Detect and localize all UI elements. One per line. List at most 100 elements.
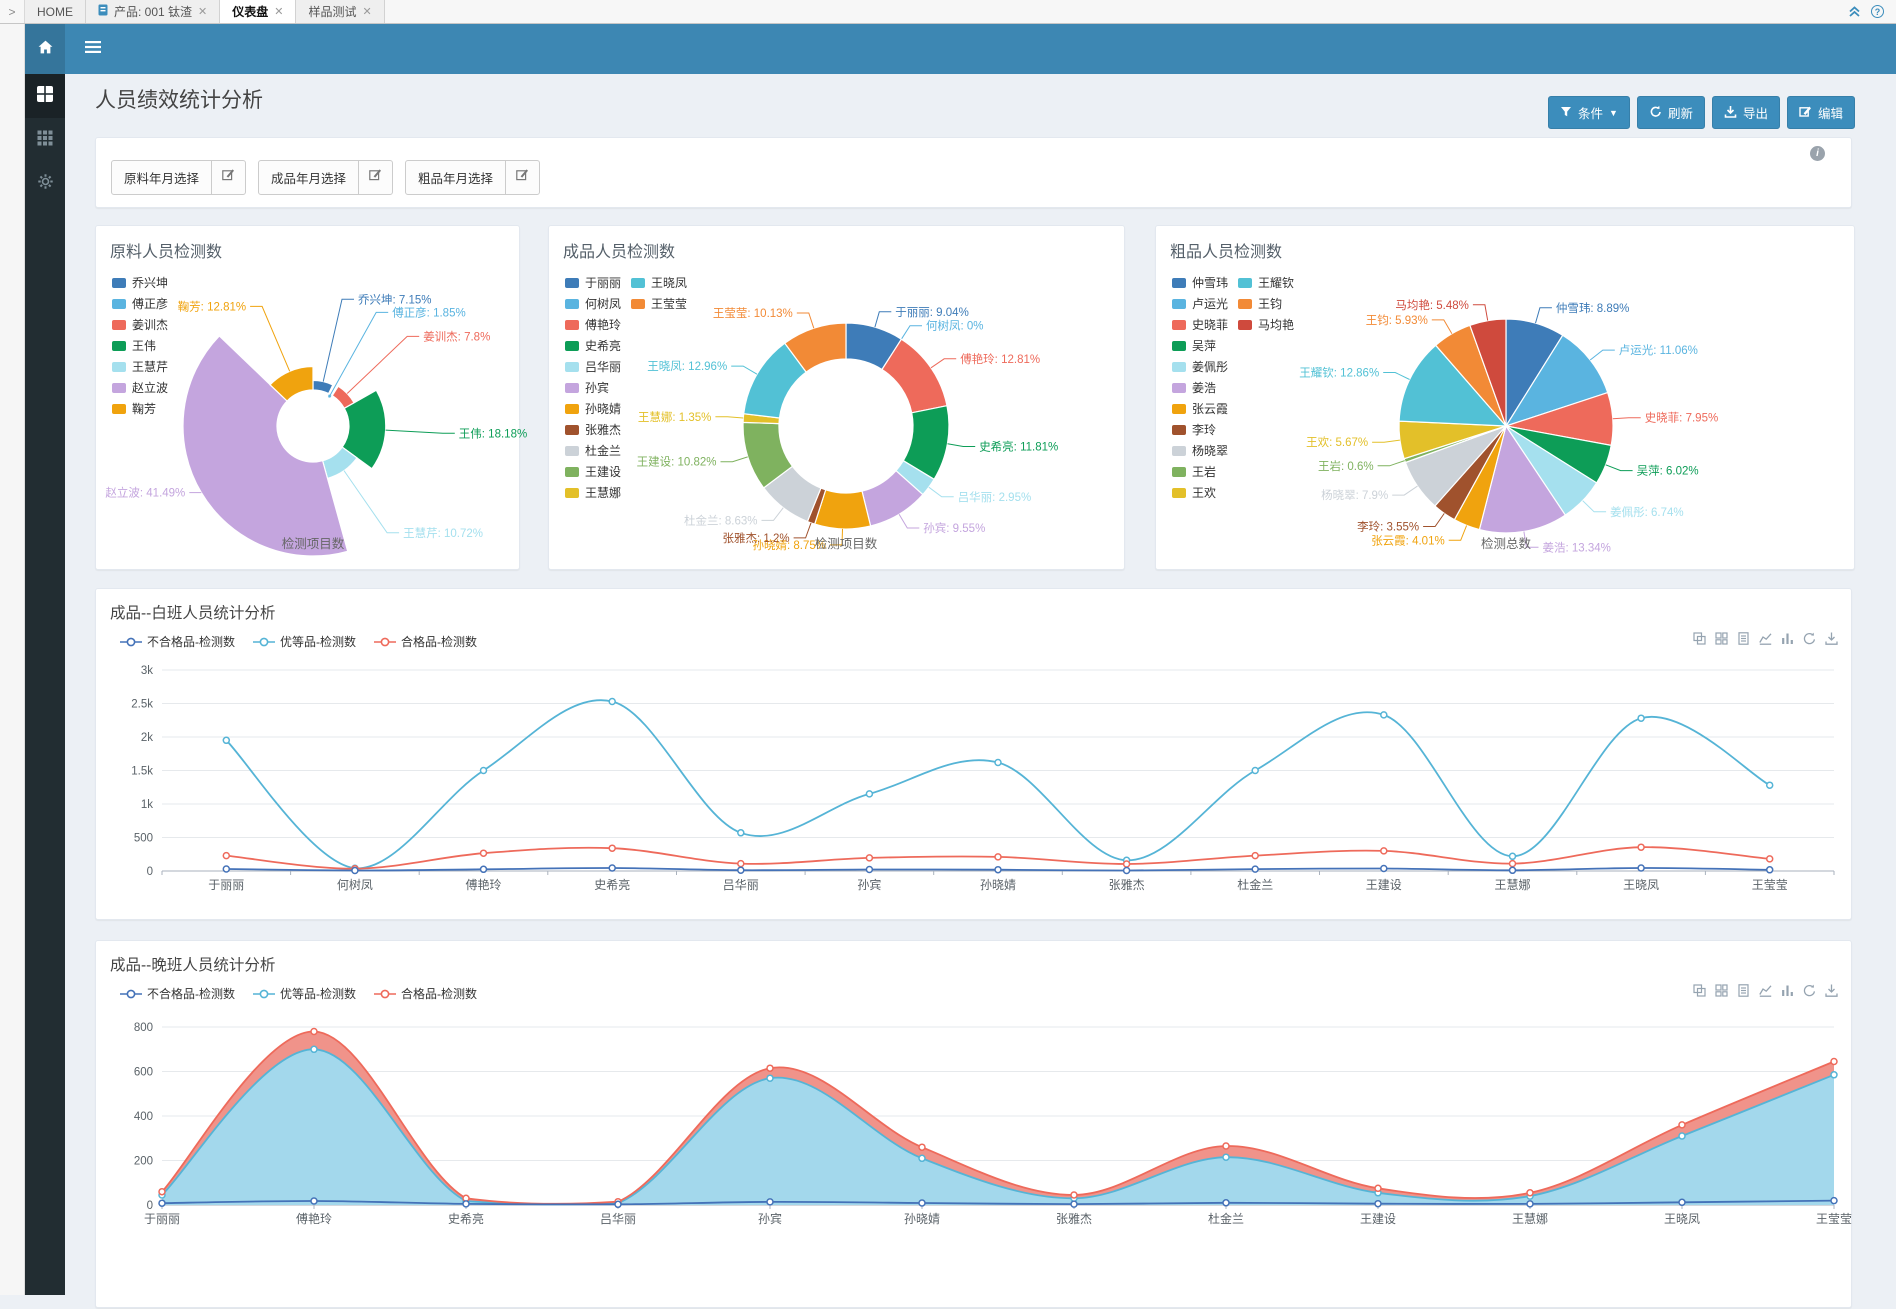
svg-text:张云霞: 4.01%: 张云霞: 4.01% [1371, 534, 1445, 547]
tab-home[interactable]: HOME [25, 0, 86, 23]
legend-item[interactable]: 李玲 [1172, 419, 1228, 440]
legend-label: 张云霞 [1192, 402, 1229, 416]
stack-icon[interactable] [1692, 983, 1707, 998]
tab-close-icon[interactable]: ✕ [274, 6, 284, 18]
tiled-icon[interactable] [1714, 631, 1729, 646]
legend-item[interactable]: 傅正彦 [112, 293, 168, 314]
edit-button[interactable]: 编辑 [1786, 96, 1855, 129]
help-circle-icon[interactable]: ? [1871, 5, 1884, 18]
legend-item[interactable]: 孙宾 [565, 377, 621, 398]
edit-square-icon[interactable] [505, 161, 539, 194]
legend-item[interactable]: 姜浩 [1172, 377, 1228, 398]
legend-item[interactable]: 于丽丽 [565, 272, 621, 293]
save-image-icon[interactable] [1824, 983, 1839, 998]
export-button[interactable]: 导出 [1711, 96, 1780, 129]
legend-item[interactable]: 仲雪玮 [1172, 272, 1228, 293]
line-chart-icon[interactable] [1758, 631, 1773, 646]
svg-text:杜金兰: 杜金兰 [1237, 877, 1273, 892]
legend-item[interactable]: 王欢 [1172, 482, 1228, 503]
filter-label[interactable]: 成品年月选择 [271, 172, 347, 186]
filter-label[interactable]: 原料年月选择 [124, 172, 200, 186]
svg-text:史希亮: 史希亮 [448, 1211, 484, 1226]
legend-item[interactable]: 不合格品-检测数 [120, 633, 235, 650]
data-view-icon[interactable] [1736, 983, 1751, 998]
tab-1[interactable]: 产品: 001 钛渣 ✕ [86, 0, 221, 23]
legend-item[interactable]: 合格品-检测数 [374, 985, 477, 1002]
info-icon[interactable]: i [1810, 146, 1825, 161]
filter-group-2[interactable]: 粗品年月选择 [405, 160, 541, 195]
legend-item[interactable]: 史晓菲 [1172, 314, 1228, 335]
legend-item[interactable]: 杨晓翠 [1172, 440, 1228, 461]
restore-icon[interactable] [1802, 631, 1817, 646]
legend-item[interactable]: 姜训杰 [112, 314, 168, 335]
tiled-icon[interactable] [1714, 983, 1729, 998]
sidebar-item-0[interactable] [25, 74, 65, 118]
legend-item[interactable]: 鞠芳 [112, 398, 168, 419]
legend-label: 姜浩 [1192, 381, 1217, 395]
refresh-button[interactable]: 刷新 [1636, 96, 1705, 129]
double-chevron-up-icon[interactable] [1848, 5, 1861, 18]
legend-item[interactable]: 王慧芹 [112, 356, 168, 377]
legend-swatch [112, 361, 126, 372]
svg-text:史希亮: 史希亮 [594, 877, 630, 892]
restore-icon[interactable] [1802, 983, 1817, 998]
filter-label[interactable]: 粗品年月选择 [418, 172, 494, 186]
sidebar-item-2[interactable] [25, 162, 65, 206]
legend-label: 王钧 [1258, 297, 1283, 311]
legend-item[interactable]: 马均艳 [1238, 314, 1294, 335]
line-chart-canvas[interactable]: 0 200 400 600 800 于丽丽 傅艳玲 史希亮 吕华丽 孙宾 孙晓婧 张雅杰 杜金兰 王建设 王… [96, 941, 1853, 1309]
tab-expander-icon[interactable]: > [0, 0, 25, 23]
legend-item[interactable]: 王钧 [1238, 293, 1294, 314]
legend-item[interactable]: 史希亮 [565, 335, 621, 356]
edit-square-icon[interactable] [211, 161, 245, 194]
legend-item[interactable]: 王建设 [565, 461, 621, 482]
legend-label: 杨晓翠 [1192, 444, 1229, 458]
tab-close-icon[interactable]: ✕ [198, 6, 208, 18]
tab-3[interactable]: 样品测试 ✕ [296, 0, 385, 23]
stack-icon[interactable] [1692, 631, 1707, 646]
bar-chart-icon[interactable] [1780, 983, 1795, 998]
sidebar-item-1[interactable] [25, 118, 65, 162]
tab-close-icon[interactable]: ✕ [362, 6, 372, 18]
legend-item[interactable]: 傅艳玲 [565, 314, 621, 335]
svg-text:1k: 1k [141, 799, 153, 811]
legend-label: 傅正彦 [132, 297, 169, 311]
line-chart-canvas[interactable]: 0 500 1k 1.5k 2k 2.5k 3k 于丽丽 何树凤 傅艳玲 史希亮 吕华丽 孙宾 孙晓婧 张雅… [96, 589, 1853, 921]
sidebar-toggle-button[interactable] [73, 24, 113, 74]
tab-2[interactable]: 仪表盘 ✕ [220, 0, 297, 23]
pie-chart-canvas[interactable]: 乔兴坤: 7.15%傅正彦: 1.85% 姜训杰: 7.8% 王伟: 18.18% 王… [96, 226, 527, 571]
legend-item[interactable]: 不合格品-检测数 [120, 985, 235, 1002]
pie-chart-canvas[interactable]: 仲雪玮: 8.89% 卢运光: 11.06% 史晓菲: 7.95% 吴萍: 6.02%… [1156, 226, 1856, 571]
legend-item[interactable]: 王莹莹 [631, 293, 687, 314]
conditions-button[interactable]: 条件 ▼ [1548, 96, 1630, 129]
legend-item[interactable]: 张雅杰 [565, 419, 621, 440]
filter-group-1[interactable]: 成品年月选择 [258, 160, 394, 195]
legend-item[interactable]: 孙晓婧 [565, 398, 621, 419]
home-button[interactable] [25, 24, 65, 74]
legend-item[interactable]: 王岩 [1172, 461, 1228, 482]
legend-item[interactable]: 优等品-检测数 [253, 985, 356, 1002]
bar-chart-icon[interactable] [1780, 631, 1795, 646]
legend-item[interactable]: 卢运光 [1172, 293, 1228, 314]
legend-item[interactable]: 吕华丽 [565, 356, 621, 377]
svg-text:马均艳: 5.48%: 马均艳: 5.48% [1395, 298, 1469, 312]
legend-item[interactable]: 何树凤 [565, 293, 621, 314]
legend-item[interactable]: 杜金兰 [565, 440, 621, 461]
line-chart-icon[interactable] [1758, 983, 1773, 998]
legend-item[interactable]: 王慧娜 [565, 482, 621, 503]
legend-item[interactable]: 合格品-检测数 [374, 633, 477, 650]
legend-item[interactable]: 张云霞 [1172, 398, 1228, 419]
legend-item[interactable]: 赵立波 [112, 377, 168, 398]
legend-item[interactable]: 王耀钦 [1238, 272, 1294, 293]
data-view-icon[interactable] [1736, 631, 1751, 646]
legend-item[interactable]: 优等品-检测数 [253, 633, 356, 650]
legend-item[interactable]: 乔兴坤 [112, 272, 168, 293]
pie-chart-canvas[interactable]: 于丽丽: 9.04%何树凤: 0% 傅艳玲: 12.81% 史希亮: 11.81% 吕… [549, 226, 1126, 571]
legend-item[interactable]: 姜佩彤 [1172, 356, 1228, 377]
filter-group-0[interactable]: 原料年月选择 [111, 160, 247, 195]
save-image-icon[interactable] [1824, 631, 1839, 646]
edit-square-icon[interactable] [358, 161, 392, 194]
legend-item[interactable]: 王伟 [112, 335, 168, 356]
legend-item[interactable]: 王晓凤 [631, 272, 687, 293]
legend-item[interactable]: 吴萍 [1172, 335, 1228, 356]
